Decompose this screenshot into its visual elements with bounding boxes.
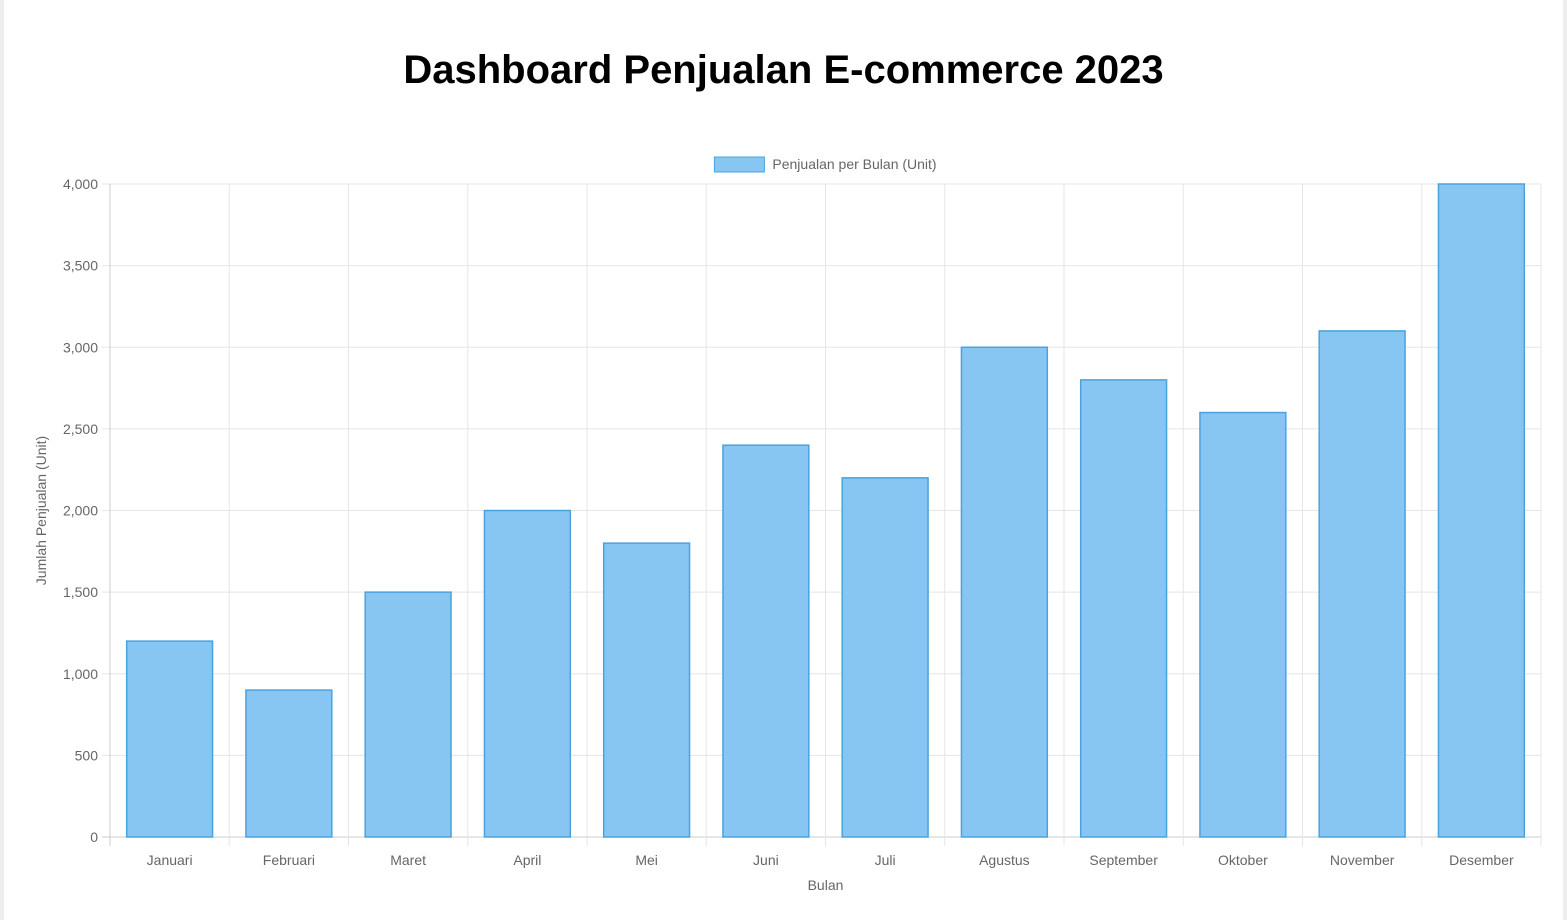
x-tick-label: Agustus: [979, 852, 1030, 868]
x-tick-label: September: [1089, 852, 1158, 868]
y-axis-title: Jumlah Penjualan (Unit): [33, 436, 49, 585]
grid: [102, 183, 1542, 846]
bars: [125, 183, 1526, 838]
x-tick-label: Desember: [1449, 852, 1514, 868]
bar[interactable]: [1079, 379, 1168, 838]
x-tick-label: April: [513, 852, 541, 868]
legend[interactable]: Penjualan per Bulan (Unit): [713, 156, 937, 173]
x-tick-label: Januari: [147, 852, 193, 868]
y-tick-label: 3,000: [63, 339, 98, 355]
right-border: [1563, 0, 1567, 920]
bar[interactable]: [125, 640, 214, 838]
bar[interactable]: [960, 346, 1049, 838]
y-tick-label: 3,500: [63, 258, 98, 274]
legend-swatch[interactable]: [713, 156, 765, 173]
bar[interactable]: [483, 509, 572, 838]
x-tick-label: Juli: [875, 852, 896, 868]
y-tick-label: 2,500: [63, 421, 98, 437]
x-tick-label: Mei: [635, 852, 658, 868]
bar[interactable]: [841, 477, 929, 838]
bar[interactable]: [602, 542, 691, 838]
axes: 0 500 1,000 1,500 2,000 2,500 3,000 3,500 4,000 J…: [63, 176, 1514, 868]
x-tick-label: Maret: [390, 852, 426, 868]
y-tick-label: 1,500: [63, 584, 98, 600]
bar[interactable]: [245, 689, 333, 838]
y-tick-label: 500: [75, 747, 99, 763]
bar[interactable]: [1199, 411, 1287, 838]
bar[interactable]: [1437, 183, 1526, 838]
x-axis-title: Bulan: [808, 877, 844, 893]
y-tick-label: 1,000: [63, 666, 98, 682]
page-title: Dashboard Penjualan E-commerce 2023: [403, 48, 1164, 92]
legend-label[interactable]: Penjualan per Bulan (Unit): [772, 156, 936, 172]
bar[interactable]: [1318, 330, 1406, 838]
x-tick-label: Februari: [263, 852, 315, 868]
y-tick-label: 2,000: [63, 503, 98, 519]
x-tick-label: November: [1330, 852, 1395, 868]
y-tick-label: 4,000: [63, 176, 98, 192]
x-tick-label: Juni: [753, 852, 779, 868]
bar[interactable]: [722, 444, 810, 838]
x-tick-label: Oktober: [1218, 852, 1268, 868]
left-border: [0, 0, 4, 920]
bar[interactable]: [364, 591, 452, 838]
y-tick-label: 0: [90, 829, 98, 845]
